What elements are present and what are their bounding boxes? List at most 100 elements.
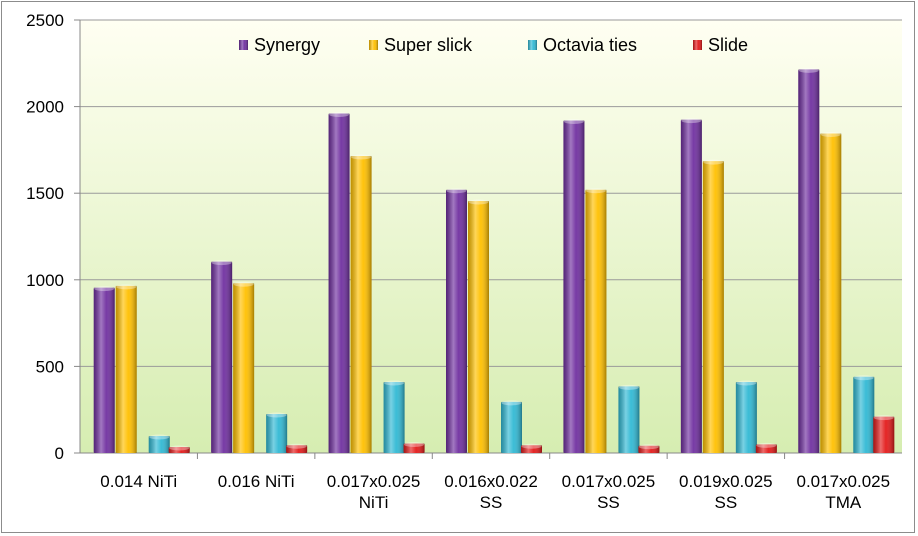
bar-cap xyxy=(468,199,489,205)
bar-cap xyxy=(618,384,639,390)
x-category-label: 0.014 NiTi xyxy=(100,472,177,491)
x-category-label: 0.017x0.025 xyxy=(796,472,890,491)
bar-octavia-ties xyxy=(383,380,405,453)
legend-swatch-shading xyxy=(369,40,378,50)
bar-cap xyxy=(638,444,659,450)
bar-shading xyxy=(680,119,702,453)
bar-cap xyxy=(585,188,606,194)
bar-slide xyxy=(403,441,425,453)
legend-item: Super slick xyxy=(369,35,473,55)
bar-cap xyxy=(149,434,170,440)
x-category-label: 0.017x0.025 xyxy=(327,472,421,491)
bar-cap xyxy=(351,154,372,160)
x-category-label: SS xyxy=(715,493,738,512)
y-tick-label: 1000 xyxy=(26,271,64,290)
legend-label: Octavia ties xyxy=(543,35,637,55)
bar-shading xyxy=(702,161,724,453)
bar-cap xyxy=(286,443,307,449)
y-tick-label: 2000 xyxy=(26,98,64,117)
bar-shading xyxy=(873,416,895,453)
bar-synergy xyxy=(563,118,585,454)
bar-cap xyxy=(703,159,724,165)
bar-synergy xyxy=(211,260,233,453)
bar-super-slick xyxy=(115,284,137,453)
bar-cap xyxy=(820,131,841,137)
bar-cap xyxy=(404,441,425,447)
bar-synergy xyxy=(93,286,115,453)
bar-shading xyxy=(115,285,137,453)
y-tick-label: 2500 xyxy=(26,11,64,30)
legend-label: Slide xyxy=(708,35,748,55)
bar-shading xyxy=(735,381,757,453)
bar-slide xyxy=(873,415,895,453)
bar-shading xyxy=(820,133,842,454)
bar-cap xyxy=(266,412,287,418)
bar-shading xyxy=(798,69,820,453)
bar-super-slick xyxy=(233,281,255,453)
bar-shading xyxy=(563,120,585,454)
bar-shading xyxy=(446,189,467,453)
bar-super-slick xyxy=(350,154,372,453)
bar-cap xyxy=(736,380,757,386)
bar-octavia-ties xyxy=(266,412,288,453)
x-category-label: 0.017x0.025 xyxy=(562,472,656,491)
bar-shading xyxy=(266,414,288,453)
legend-label: Synergy xyxy=(254,35,320,55)
legend-swatch-shading xyxy=(528,40,537,50)
legend-swatch-shading xyxy=(239,40,248,50)
bar-super-slick xyxy=(702,159,724,453)
bar-shading xyxy=(93,287,115,453)
legend-swatch-shading xyxy=(693,40,702,50)
bar-octavia-ties xyxy=(501,400,522,453)
x-category-label: SS xyxy=(597,493,620,512)
bar-synergy xyxy=(680,118,702,453)
bar-shading xyxy=(403,443,425,453)
bar-octavia-ties xyxy=(735,380,757,453)
x-category-label: NiTi xyxy=(359,493,389,512)
bar-shading xyxy=(233,283,255,453)
bar-cap xyxy=(756,442,777,448)
bar-shading xyxy=(211,261,233,453)
bar-shading xyxy=(350,155,372,453)
bar-shading xyxy=(168,446,190,453)
x-category-label: 0.016 NiTi xyxy=(218,472,295,491)
bar-octavia-ties xyxy=(618,384,640,453)
bar-shading xyxy=(328,113,350,453)
bar-slide xyxy=(638,444,660,453)
bar-cap xyxy=(169,445,190,451)
bar-shading xyxy=(286,445,308,453)
bar-cap xyxy=(94,286,115,292)
bar-octavia-ties xyxy=(148,434,170,453)
y-tick-label: 1500 xyxy=(26,184,64,203)
bar-shading xyxy=(148,436,170,453)
bar-shading xyxy=(468,200,489,453)
bar-super-slick xyxy=(820,131,842,454)
bar-octavia-ties xyxy=(853,375,875,453)
bar-slide xyxy=(521,443,542,453)
y-tick-label: 0 xyxy=(55,444,64,463)
x-category-label: SS xyxy=(480,493,503,512)
bar-synergy xyxy=(798,67,820,453)
bar-shading xyxy=(501,401,522,453)
bar-cap xyxy=(501,400,522,406)
x-category-label: 0.019x0.025 xyxy=(679,472,773,491)
bar-cap xyxy=(873,415,894,421)
bar-cap xyxy=(116,284,137,290)
bar-cap xyxy=(233,281,254,287)
bar-shading xyxy=(755,444,777,453)
bar-cap xyxy=(681,118,702,124)
bar-shading xyxy=(585,189,607,453)
bar-shading xyxy=(853,376,875,453)
bar-cap xyxy=(329,112,350,118)
bar-synergy xyxy=(446,188,467,453)
y-tick-label: 500 xyxy=(36,357,64,376)
bar-cap xyxy=(446,188,467,194)
x-category-label: TMA xyxy=(825,493,862,512)
bar-slide xyxy=(168,445,190,453)
bar-cap xyxy=(521,443,542,449)
bar-cap xyxy=(798,67,819,73)
bar-cap xyxy=(384,380,405,386)
bar-shading xyxy=(521,445,542,453)
bar-cap xyxy=(563,118,584,124)
